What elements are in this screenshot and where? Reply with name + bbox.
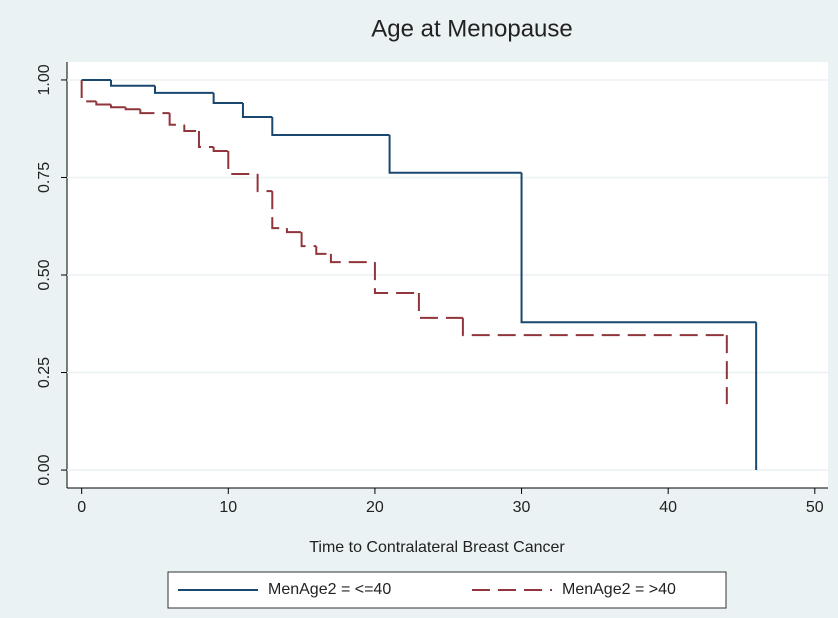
survival-step [109,79,155,87]
survival-step [300,232,317,248]
survival-step [373,262,419,294]
survival-step [227,150,258,175]
survival-step [271,191,287,230]
survival-step [139,109,170,115]
survival-step [153,85,214,94]
y-tick-label: 0.50 [36,259,53,290]
x-tick-label: 0 [77,499,86,516]
survival-step [212,92,243,104]
survival-step [109,104,126,109]
legend-box [167,571,727,609]
x-axis-label: Time to Contralateral Breast Cancer [309,539,565,556]
survival-step [329,253,375,264]
legend-label: MenAge2 = <=40 [268,581,391,598]
survival-step [183,124,199,133]
chart-title: Age at Menopause [371,15,572,42]
survival-step [80,79,97,103]
legend-label: MenAge2 = >40 [562,581,676,598]
survival-step [241,102,273,119]
x-tick-label: 10 [219,499,237,516]
survival-step [461,317,727,337]
survival-step [124,107,141,111]
survival-step [520,172,757,324]
survival-step [256,173,273,193]
x-tick-label: 30 [513,499,531,516]
survival-step [285,228,302,234]
survival-step [168,113,185,126]
survival-step [417,292,463,319]
y-tick-label: 0.00 [36,454,53,485]
x-tick-label: 40 [659,499,677,516]
y-tick-label: 1.00 [36,64,53,95]
survival-step [271,117,390,136]
survival-step [212,147,229,152]
x-tick-label: 50 [806,499,824,516]
survival-step [95,101,111,106]
y-tick-label: 0.75 [36,162,53,193]
y-tick-label: 0.25 [36,357,53,388]
x-tick-label: 20 [366,499,384,516]
survival-step [388,134,522,174]
survival-step [315,246,331,255]
survival-step [197,131,214,149]
